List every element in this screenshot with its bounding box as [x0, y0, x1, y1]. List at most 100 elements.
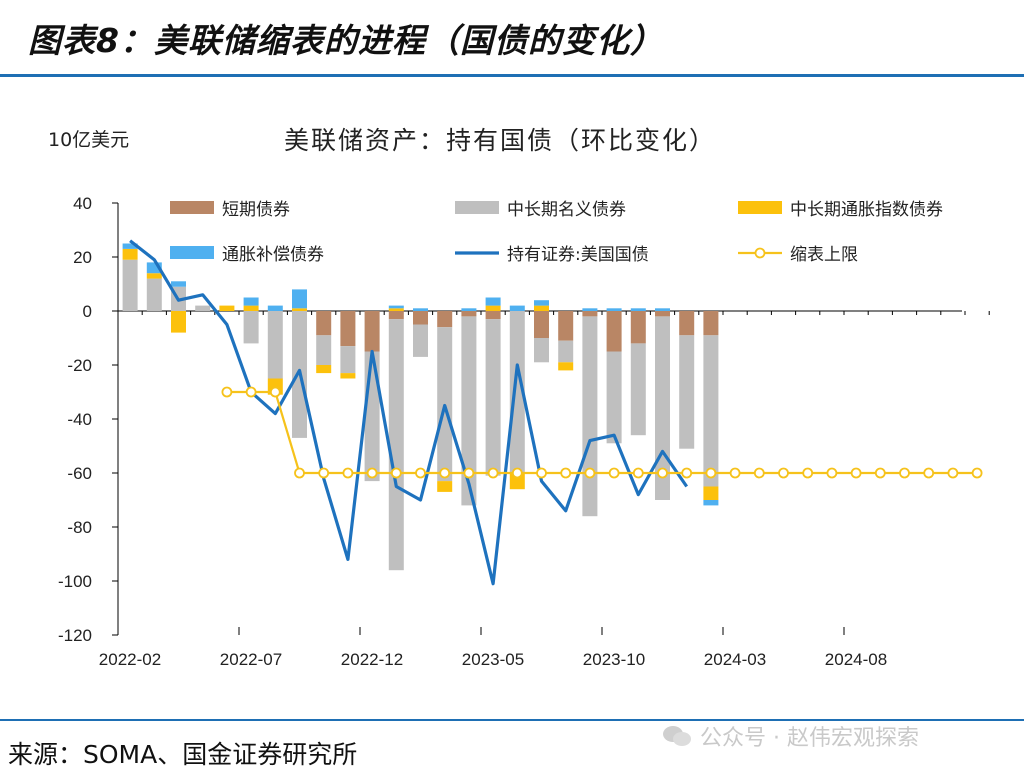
- bar-4: [171, 281, 186, 287]
- bars: [122, 243, 719, 571]
- cap-marker: [850, 467, 862, 479]
- cap-marker: [681, 467, 693, 479]
- cap-marker: [899, 467, 910, 479]
- bar-2: [461, 316, 477, 506]
- y-tick-label: -120: [58, 626, 92, 645]
- bar-4: [267, 305, 283, 311]
- bar-2: [679, 335, 695, 449]
- legend-swatch-3: [738, 201, 782, 214]
- x-tick-label: 2022-07: [220, 650, 282, 669]
- legend-label-5: 持有证券:美国国债: [507, 245, 649, 265]
- cap-marker: [657, 467, 668, 479]
- bar-1: [606, 311, 622, 352]
- bar-2: [485, 319, 501, 476]
- cap-marker: [439, 467, 451, 479]
- y-tick-label: 0: [83, 302, 92, 321]
- bar-1: [630, 311, 646, 344]
- legend-label-1: 短期债券: [222, 200, 290, 220]
- unit-label: 10亿美元: [48, 129, 129, 151]
- bar-2: [509, 311, 525, 473]
- bar-2: [316, 335, 332, 365]
- bar-2: [122, 259, 138, 311]
- bar-2: [606, 351, 622, 444]
- cap-marker: [632, 467, 644, 479]
- footer-divider: [0, 719, 1024, 721]
- bar-2: [703, 335, 719, 487]
- legend-marker: [754, 247, 766, 259]
- bar-2: [413, 324, 428, 357]
- bar-1: [461, 311, 477, 317]
- lines: [129, 239, 983, 586]
- cap-marker: [778, 467, 789, 479]
- y-tick-label: 40: [73, 194, 92, 213]
- bar-4: [146, 262, 162, 274]
- legend-label-6: 缩表上限: [790, 245, 858, 265]
- x-axis: 2022-02 2022-07 2022-12 2023-05 2023-10 2024-…: [99, 310, 990, 669]
- cap-marker: [366, 467, 378, 479]
- title-divider: [0, 74, 1024, 77]
- bar-2: [364, 351, 380, 482]
- cap-marker: [753, 467, 765, 479]
- bar-1: [316, 311, 332, 336]
- bar-4: [509, 305, 525, 311]
- legend-swatch-1: [170, 201, 214, 214]
- bar-2: [267, 311, 283, 379]
- bar-3: [340, 373, 356, 379]
- bar-3: [388, 308, 404, 311]
- x-tick-label: 2022-02: [99, 650, 161, 669]
- source-note: 来源：SOMA、国金证券研究所: [8, 740, 358, 769]
- cap-marker: [947, 467, 959, 479]
- bar-4: [243, 297, 259, 306]
- bar-1: [340, 311, 356, 347]
- cap-marker: [511, 467, 523, 479]
- bar-4: [485, 297, 501, 306]
- cap-marker: [826, 467, 838, 479]
- bar-4: [606, 308, 622, 311]
- y-tick-label: 20: [73, 248, 92, 267]
- cap-marker: [342, 467, 354, 479]
- cap-marker: [536, 467, 547, 479]
- legend-label-3: 中长期通胀指数债券: [790, 200, 943, 220]
- bar-3: [292, 308, 307, 311]
- bar-2: [534, 338, 549, 363]
- bar-1: [655, 311, 670, 317]
- bar-1: [388, 311, 404, 320]
- bar-2: [340, 346, 356, 374]
- cap-marker: [802, 467, 814, 479]
- y-tick-label: -20: [67, 356, 92, 375]
- bar-3: [703, 486, 719, 500]
- bar-4: [582, 308, 598, 311]
- bar-3: [171, 311, 186, 333]
- bar-2: [388, 319, 404, 571]
- bar-1: [703, 311, 719, 336]
- bar-4: [461, 308, 477, 311]
- bar-2: [582, 316, 598, 517]
- cap-marker: [584, 467, 596, 479]
- x-tick-label: 2023-05: [462, 650, 524, 669]
- bar-3: [437, 481, 453, 492]
- x-tick-label: 2024-03: [704, 650, 766, 669]
- cap-line: [226, 390, 978, 475]
- y-axis: 40 20 0 -20 -40 -60 -80 -100 -120: [58, 194, 119, 645]
- cap-marker: [729, 467, 741, 479]
- y-tick-label: -40: [67, 410, 92, 429]
- treasury-holdings-line: [129, 239, 689, 586]
- cap-marker: [923, 467, 935, 479]
- bar-1: [364, 311, 380, 352]
- bar-4: [388, 305, 404, 309]
- bar-4: [703, 500, 719, 506]
- cap-marker: [705, 467, 717, 479]
- bar-2: [630, 343, 646, 436]
- x-tick-label: 2022-12: [341, 650, 403, 669]
- y-tick-label: -60: [67, 464, 92, 483]
- bar-2: [243, 311, 259, 344]
- bar-1: [558, 311, 574, 341]
- cap-marker: [294, 467, 305, 479]
- bar-1: [534, 311, 549, 338]
- bar-3: [146, 273, 162, 279]
- bar-3: [122, 248, 138, 260]
- bar-2: [558, 340, 574, 363]
- cap-marker: [560, 467, 572, 479]
- figure-title: 图表8：美联储缩表的进程（国债的变化）: [28, 21, 664, 60]
